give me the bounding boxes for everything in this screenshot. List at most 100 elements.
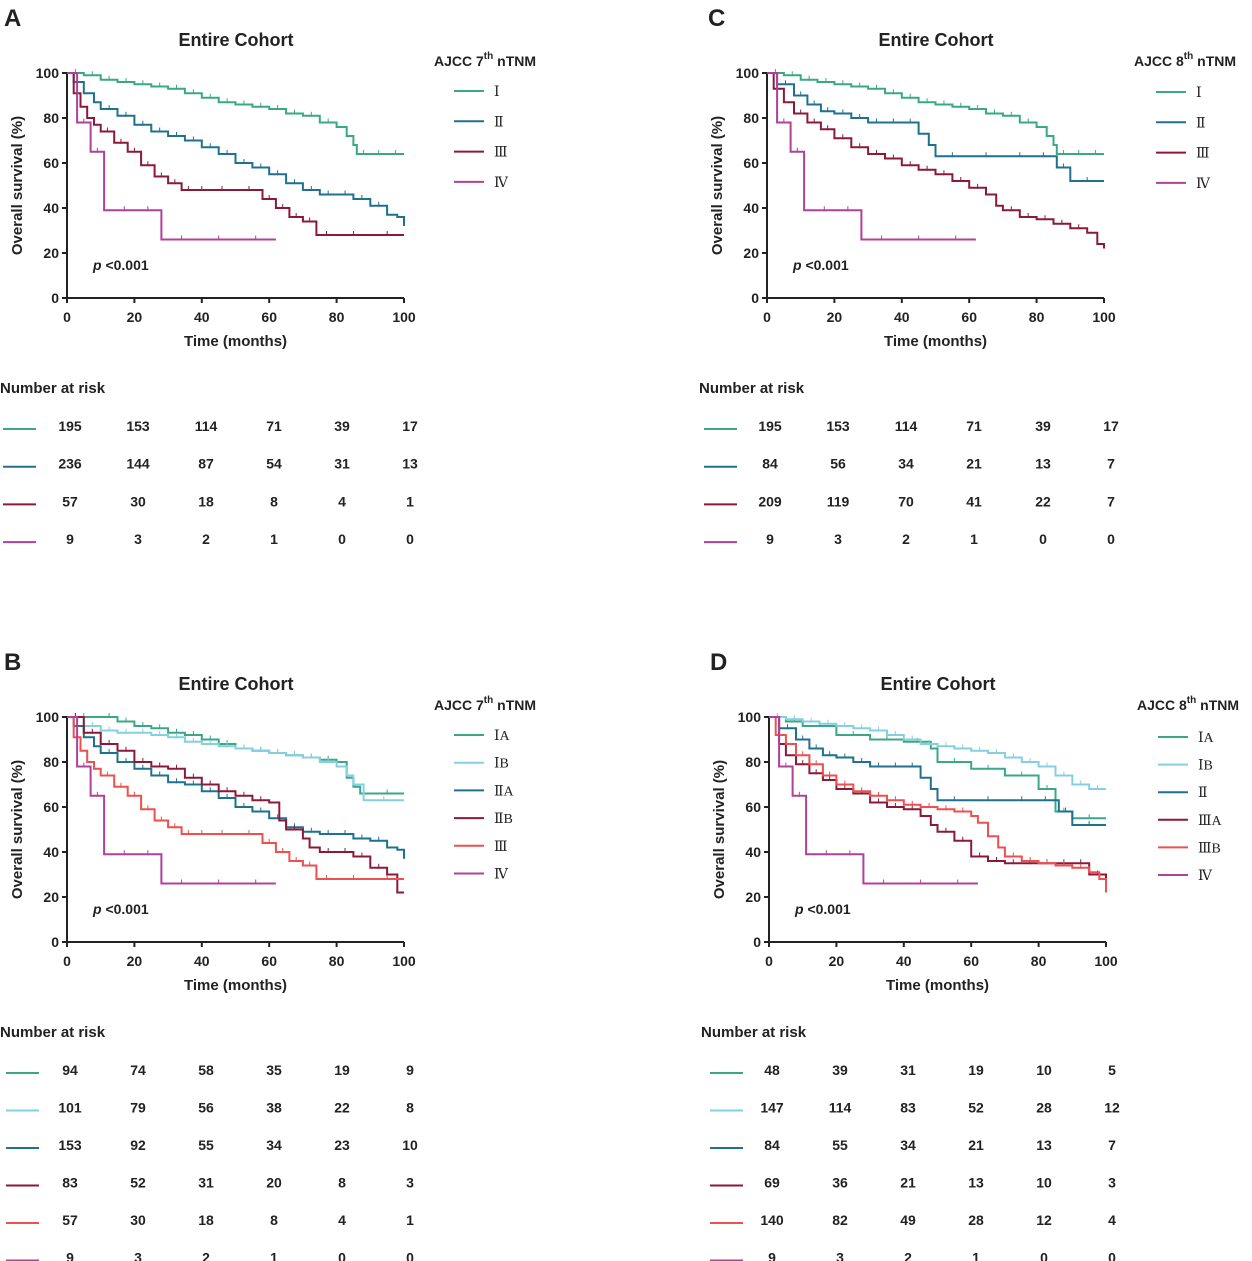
y-tick-label: 80 (745, 754, 761, 770)
legend-label: ⅠA (494, 729, 511, 744)
survival-curve-5 (67, 716, 404, 880)
risk-count: 30 (130, 493, 146, 509)
risk-count: 195 (758, 418, 782, 434)
risk-count: 147 (760, 1100, 784, 1116)
risk-count: 101 (58, 1100, 82, 1116)
risk-count: 71 (966, 418, 982, 434)
risk-count: 84 (762, 456, 778, 472)
y-tick-label: 0 (51, 934, 59, 950)
risk-count: 9 (66, 1250, 74, 1261)
y-tick-label: 0 (751, 290, 759, 306)
x-axis-label: Time (months) (884, 333, 987, 350)
risk-table-title: Number at risk (0, 380, 106, 397)
legend-label: Ⅳ (494, 176, 509, 191)
legend-label: Ⅱ (494, 115, 504, 130)
y-tick-label: 20 (43, 889, 59, 905)
risk-count: 114 (829, 1100, 852, 1116)
p-value: p <0.001 (792, 257, 849, 273)
survival-curve-4 (67, 72, 276, 241)
risk-count: 4 (1108, 1212, 1116, 1228)
risk-count: 3 (406, 1175, 414, 1191)
risk-count: 2 (202, 531, 210, 547)
risk-count: 12 (1104, 1100, 1120, 1116)
survival-curve-3 (67, 716, 405, 859)
x-axis-label: Time (months) (184, 333, 287, 350)
risk-count: 17 (1103, 418, 1119, 434)
risk-count: 18 (198, 1212, 214, 1228)
legend-label: Ⅱ (1198, 786, 1208, 801)
risk-count: 9 (766, 531, 774, 547)
risk-count: 92 (130, 1137, 146, 1153)
risk-count: 13 (1035, 456, 1051, 472)
risk-count: 10 (1036, 1175, 1052, 1191)
risk-count: 70 (898, 493, 914, 509)
risk-count: 30 (130, 1212, 146, 1228)
y-axis-label: Overall survival (%) (9, 760, 26, 899)
risk-count: 84 (764, 1137, 780, 1153)
risk-count: 48 (764, 1062, 780, 1078)
survival-curve-5 (769, 716, 1107, 893)
risk-count: 0 (1108, 1250, 1116, 1261)
risk-count: 10 (402, 1137, 418, 1153)
risk-count: 39 (832, 1062, 848, 1078)
risk-count: 57 (62, 1212, 78, 1228)
risk-count: 1 (406, 1212, 414, 1228)
legend-label: Ⅰ (1196, 86, 1202, 101)
x-tick-label: 20 (829, 953, 845, 969)
x-axis-label: Time (months) (184, 977, 287, 994)
risk-count: 52 (130, 1175, 146, 1191)
legend-label: Ⅳ (1198, 869, 1213, 884)
risk-count: 34 (898, 456, 914, 472)
y-tick-label: 20 (745, 889, 761, 905)
y-tick-label: 40 (43, 844, 59, 860)
risk-count: 3 (134, 531, 142, 547)
risk-count: 9 (406, 1062, 414, 1078)
risk-count: 31 (900, 1062, 916, 1078)
y-tick-label: 0 (51, 290, 59, 306)
y-axis-label: Overall survival (%) (711, 760, 728, 899)
risk-count: 9 (768, 1250, 776, 1261)
legend-label: Ⅲ (1196, 147, 1210, 162)
risk-count: 57 (62, 493, 78, 509)
risk-count: 1 (406, 493, 414, 509)
risk-count: 144 (126, 456, 150, 472)
x-tick-label: 60 (261, 309, 277, 325)
survival-curve-1 (769, 716, 1106, 820)
y-tick-label: 80 (743, 110, 759, 126)
x-tick-label: 100 (392, 953, 416, 969)
x-axis-label: Time (months) (886, 977, 989, 994)
risk-count: 21 (968, 1137, 984, 1153)
x-tick-label: 100 (1094, 953, 1118, 969)
risk-count: 19 (334, 1062, 350, 1078)
risk-count: 2 (202, 1250, 210, 1261)
risk-count: 3 (1108, 1175, 1116, 1191)
risk-count: 114 (895, 418, 918, 434)
risk-count: 87 (198, 456, 214, 472)
legend-label: ⅠA (1198, 731, 1215, 746)
x-tick-label: 40 (194, 309, 210, 325)
panel-letter: B (4, 649, 21, 676)
risk-count: 18 (198, 493, 214, 509)
risk-count: 10 (1036, 1062, 1052, 1078)
legend-label: Ⅲ (494, 146, 508, 161)
chart-title: Entire Cohort (881, 674, 996, 694)
risk-count: 153 (126, 418, 150, 434)
survival-curve-4 (67, 716, 404, 894)
risk-count: 7 (1107, 456, 1115, 472)
chart-title: Entire Cohort (879, 30, 994, 50)
risk-count: 13 (402, 456, 418, 472)
risk-table-title: Number at risk (701, 1024, 807, 1041)
risk-count: 83 (62, 1175, 78, 1191)
p-value: p <0.001 (92, 257, 149, 273)
x-tick-label: 60 (963, 953, 979, 969)
risk-count: 35 (266, 1062, 282, 1078)
risk-count: 12 (1036, 1212, 1052, 1228)
risk-count: 7 (1108, 1137, 1116, 1153)
legend-label: ⅡA (494, 784, 515, 799)
risk-count: 28 (968, 1212, 984, 1228)
y-tick-label: 100 (738, 709, 762, 725)
legend-label: Ⅱ (1196, 116, 1206, 131)
risk-count: 7 (1107, 493, 1115, 509)
risk-count: 8 (270, 1212, 278, 1228)
